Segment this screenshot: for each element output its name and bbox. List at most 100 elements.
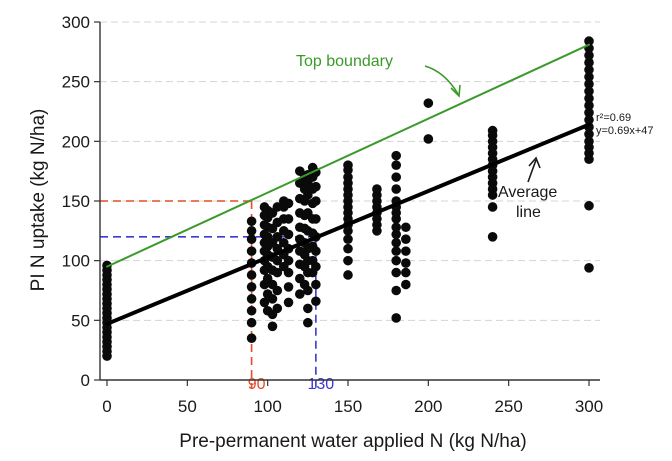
data-point (343, 160, 353, 170)
y-tick-label: 0 (81, 371, 90, 390)
y-tick-label: 200 (62, 132, 90, 151)
data-point (311, 181, 321, 192)
data-point (246, 270, 257, 280)
data-point (303, 285, 313, 296)
data-point (391, 150, 402, 161)
data-point (283, 255, 294, 266)
y-tick-label: 300 (62, 13, 90, 32)
data-points (102, 36, 594, 361)
data-point (391, 246, 402, 256)
data-point (584, 115, 594, 125)
data-point (267, 294, 278, 304)
data-point (372, 184, 382, 194)
data-point (391, 160, 402, 170)
data-point (259, 297, 270, 308)
x-tick-label: 300 (575, 397, 603, 416)
data-point (584, 72, 594, 82)
data-point (246, 282, 257, 292)
data-point (272, 232, 283, 242)
x-tick-label: 100 (253, 397, 281, 416)
data-point (246, 246, 257, 256)
data-point (391, 184, 402, 194)
data-point (303, 303, 313, 314)
data-point (584, 64, 594, 75)
fit-lines (105, 43, 591, 326)
data-point (401, 234, 411, 244)
top-boundary-arrowhead (450, 84, 461, 98)
x-axis-title: Pre-permanent water applied N (kg N/ha) (179, 431, 526, 452)
data-point (283, 267, 294, 278)
data-point (283, 297, 294, 308)
data-point (272, 267, 283, 278)
data-point (343, 172, 353, 182)
data-point (311, 196, 321, 206)
data-point (343, 234, 353, 244)
data-point (295, 289, 305, 299)
data-point (391, 267, 402, 278)
data-point (423, 98, 434, 108)
data-point (584, 136, 594, 147)
data-point (487, 125, 498, 136)
x-tick-label: 250 (494, 397, 522, 416)
annotations: Top boundary Average line r²=0.69 y=0.69… (296, 53, 654, 221)
data-point (487, 202, 498, 212)
data-point (283, 214, 294, 224)
data-point (584, 86, 594, 97)
data-point (391, 222, 402, 233)
data-point (267, 321, 278, 332)
data-point (311, 214, 321, 224)
y-tick-label: 100 (62, 252, 90, 271)
data-point (391, 255, 402, 266)
data-point (401, 279, 411, 290)
regression-equation-label: y=0.69x+47 (596, 125, 654, 137)
data-point (584, 129, 594, 139)
data-point (584, 200, 594, 211)
y-axis-title: PI N uptake (kg N/ha) (28, 109, 49, 292)
data-point (311, 296, 321, 307)
data-point (487, 232, 498, 242)
data-point (272, 285, 283, 296)
data-point (102, 260, 112, 271)
x-tick-label: 150 (334, 397, 362, 416)
data-point (272, 255, 283, 266)
average-line-arrowhead (528, 156, 541, 169)
data-point (401, 258, 411, 268)
data-point (584, 79, 594, 89)
top-boundary-arrow (424, 65, 459, 95)
data-point (401, 222, 411, 233)
data-point (391, 229, 402, 240)
data-point (584, 93, 594, 104)
data-point (423, 134, 434, 144)
data-point (311, 246, 321, 256)
data-point (246, 305, 257, 316)
data-point (283, 198, 294, 209)
data-point (584, 263, 594, 273)
r-squared-label: r²=0.69 (596, 112, 631, 124)
axes (94, 21, 600, 386)
data-point (283, 282, 294, 292)
data-point (246, 333, 257, 344)
reference-line-label: 130 (308, 376, 335, 393)
data-point (584, 100, 594, 111)
data-point (246, 294, 257, 304)
y-tick-label: 250 (62, 73, 90, 92)
data-point (246, 234, 257, 244)
data-point (391, 313, 402, 323)
data-point (311, 261, 321, 272)
reference-line-label: 90 (248, 376, 266, 393)
data-point (343, 270, 353, 280)
data-point (343, 255, 353, 266)
data-point (246, 226, 257, 236)
data-point (391, 237, 402, 248)
y-tick-label: 150 (62, 192, 90, 211)
data-point (401, 246, 411, 256)
top-boundary-label: Top boundary (296, 53, 393, 70)
data-point (584, 57, 594, 68)
data-point (283, 229, 294, 240)
average-line-arrow (527, 159, 537, 183)
data-point (584, 50, 594, 61)
x-tick-label: 200 (414, 397, 442, 416)
y-tick-label: 50 (71, 311, 90, 330)
data-point (391, 285, 402, 296)
